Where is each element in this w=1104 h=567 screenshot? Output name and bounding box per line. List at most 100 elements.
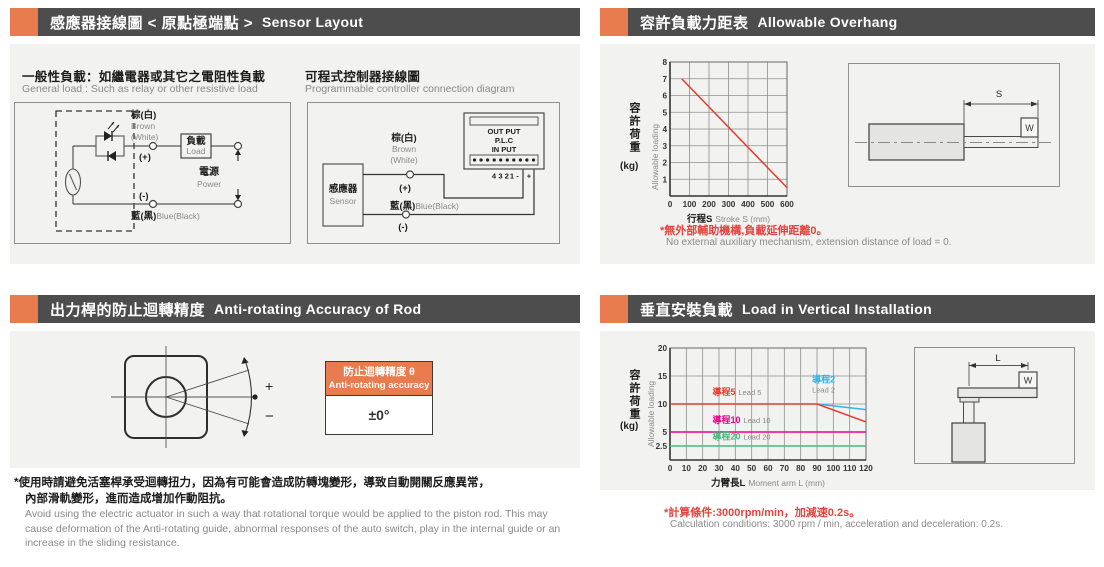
led-icon <box>104 131 112 141</box>
svg-text:8: 8 <box>662 58 667 67</box>
arc-arrow-bottom-icon <box>241 430 249 437</box>
svg-text:20: 20 <box>698 464 708 473</box>
title-accent-square <box>10 295 38 323</box>
overhang-ylabel-zh: 容許荷重 <box>628 102 640 154</box>
vertical-actuator-diagram: W L <box>951 353 1038 463</box>
svg-text:5: 5 <box>662 108 667 117</box>
arm-dim-label: L <box>995 353 1000 364</box>
plus-rotation-label: + <box>265 378 273 394</box>
arrow-up-icon <box>235 149 241 155</box>
title-bar: 出力桿的防止迴轉精度 Anti-rotating Accuracy of Rod <box>38 295 580 323</box>
brown-wire-label-zh: 棕(白) <box>390 132 416 144</box>
title-accent-square <box>600 295 628 323</box>
section-title-en: Anti-rotating Accuracy of Rod <box>214 301 422 317</box>
stroke-dim-label: S <box>996 89 1002 100</box>
pin-1-label: 1 <box>510 172 514 181</box>
svg-text:80: 80 <box>796 464 806 473</box>
svg-text:100: 100 <box>683 200 697 209</box>
svg-text:0: 0 <box>668 464 673 473</box>
svg-text:15: 15 <box>658 372 668 381</box>
svg-text:7: 7 <box>662 75 667 84</box>
sensor-layout-panel: 一般性負載：如繼電器或其它之電阻性負載 General load : Such … <box>10 44 580 264</box>
title-accent-square <box>600 8 628 36</box>
weight-label: W <box>1024 376 1033 386</box>
section-title-en: Sensor Layout <box>262 14 364 30</box>
load-box <box>180 133 212 159</box>
svg-text:Lead 2: Lead 2 <box>812 386 835 395</box>
section-title-zh: 感應器接線圖 < 原點極端點 > <box>50 14 254 32</box>
sensor-box <box>322 163 364 227</box>
overhang-chart: 0 100 200 300 400 500 600 1 2 3 4 5 6 7 8 行程S Stroke S (… <box>662 58 794 225</box>
svg-text:導程2: 導程2 <box>812 374 835 385</box>
load-label-zh: 負載 <box>186 135 206 147</box>
overhang-diagram-box: W S <box>848 63 1060 187</box>
led-block <box>95 135 125 157</box>
svg-text:10: 10 <box>682 464 692 473</box>
power-label-en: Power <box>197 179 221 189</box>
section-title-sensor-layout: 感應器接線圖 < 原點極端點 > Sensor Layout <box>10 8 580 36</box>
section-title-zh: 垂直安裝負載 <box>640 301 734 319</box>
pivot-dot <box>252 394 258 400</box>
svg-text:3: 3 <box>662 142 667 151</box>
diode-icon <box>108 151 116 161</box>
brown-wire-label-en2: (White) <box>131 132 159 142</box>
weight-label: W <box>1025 123 1034 133</box>
blue-wire-label-zh: 藍(黑) <box>131 210 156 222</box>
svg-text:200: 200 <box>702 200 716 209</box>
sensor-label-en: Sensor <box>330 196 357 206</box>
accuracy-header-en: Anti-rotating accuracy <box>328 379 430 391</box>
terminal-plus <box>148 141 158 151</box>
accuracy-value: ±0° <box>326 395 432 434</box>
caution-en: Avoid using the electric actuator in suc… <box>25 508 561 550</box>
crosshair-lines <box>111 346 253 448</box>
brown-wire-label-en1: Brown <box>392 144 416 154</box>
svg-text:0: 0 <box>668 200 673 209</box>
terminal-plus <box>405 170 415 179</box>
anti-rotating-diagram: + − <box>111 346 274 448</box>
vertical-note-zh: *計算條件:3000rpm/min，加減速0.2s。 <box>664 507 861 519</box>
plc-wiring-diagram: 感應器 Sensor OUT PUT P.L.C IN PUT 4 3 <box>322 112 545 233</box>
svg-text:600: 600 <box>780 200 794 209</box>
svg-text:10: 10 <box>658 400 668 409</box>
svg-text:2: 2 <box>662 159 667 168</box>
blue-wire-label-en: Blue(Black) <box>415 201 459 211</box>
overhang-ylabel-unit: (kg) <box>620 161 639 172</box>
minus-label: (-) <box>398 222 408 233</box>
section-title-anti-rotating: 出力桿的防止迴轉精度 Anti-rotating Accuracy of Rod <box>10 295 580 323</box>
section-title-zh: 出力桿的防止迴轉精度 <box>50 301 206 319</box>
pin-minus-label: - <box>516 172 519 181</box>
vertical-ylabel-zh: 容許荷重 <box>628 369 640 421</box>
actuator-body <box>868 123 965 161</box>
vertical-diagram-box: W L <box>914 347 1075 464</box>
actuator-body <box>951 422 986 463</box>
overhang-note-zh: *無外部輔助機構,負載延伸距離0。 <box>660 225 828 237</box>
vertical-note-en: Calculation conditions: 3000 rpm / min, … <box>670 519 1003 530</box>
svg-text:400: 400 <box>741 200 755 209</box>
arm-flange <box>959 397 980 403</box>
svg-text:20: 20 <box>658 344 668 353</box>
svg-text:4: 4 <box>662 125 667 134</box>
general-load-diagram-box: 負載 Load 電源 Power 棕(白) Brown (White) (+) … <box>14 102 291 244</box>
svg-text:2.5: 2.5 <box>656 442 668 451</box>
svg-text:500: 500 <box>761 200 775 209</box>
sensor-dashed-outline <box>55 110 135 232</box>
dim-arrow-left-icon <box>964 101 971 107</box>
dim-arrow-right-icon <box>1021 363 1028 368</box>
overhang-actuator-diagram: W S <box>855 89 1053 161</box>
brown-wire-label-en2: (White) <box>390 155 418 165</box>
plc-diagram-box: 感應器 Sensor OUT PUT P.L.C IN PUT 4 3 <box>307 102 560 244</box>
section-title-vertical-load: 垂直安裝負載 Load in Vertical Installation <box>600 295 1095 323</box>
minus-rotation-label: − <box>265 408 274 425</box>
rotation-fan-lines <box>165 369 250 425</box>
svg-text:120: 120 <box>859 464 873 473</box>
svg-text:40: 40 <box>731 464 741 473</box>
blue-wire-label: 藍(黑)Blue(Black) <box>131 210 200 222</box>
pin-plus-label: + <box>527 172 532 181</box>
arc-arrow-top-icon <box>241 357 249 364</box>
pin-3-label: 3 <box>498 172 502 181</box>
plc-heading-zh: 可程式控制器接線圖 <box>305 70 421 84</box>
svg-text:70: 70 <box>780 464 790 473</box>
terminal-minus <box>148 199 158 209</box>
